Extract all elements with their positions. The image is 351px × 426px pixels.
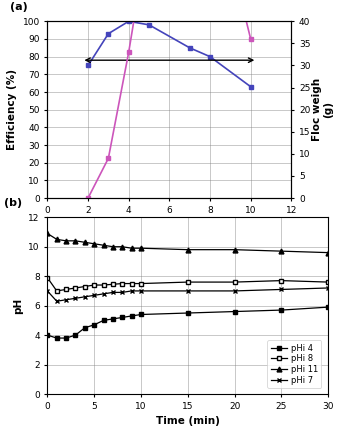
pHi 8 [92, 282, 96, 288]
Y-axis label: Efficiency (%): Efficiency (%) [7, 69, 17, 150]
Line: pHi 4: pHi 4 [45, 305, 330, 340]
pHi 4 [73, 333, 78, 338]
pHi 7 [186, 288, 190, 294]
pHi 8 [73, 285, 78, 291]
pHi 8 [120, 281, 124, 286]
pHi 4 [232, 309, 237, 314]
pHi 4 [101, 318, 106, 323]
pHi 7 [73, 296, 78, 301]
pHi 8 [45, 275, 49, 280]
Text: (b): (b) [4, 199, 22, 208]
pHi 7 [130, 288, 134, 294]
pHi 8 [326, 279, 330, 285]
pHi 11 [326, 250, 330, 255]
pHi 4 [279, 308, 284, 313]
pHi 4 [111, 317, 115, 322]
pHi 4 [186, 311, 190, 316]
Line: pHi 11: pHi 11 [45, 231, 331, 255]
Line: pHi 8: pHi 8 [45, 276, 330, 293]
pHi 8 [279, 278, 284, 283]
pHi 4 [64, 336, 68, 341]
pHi 4 [92, 322, 96, 327]
pHi 8 [130, 281, 134, 286]
pHi 8 [111, 282, 115, 287]
pHi 11 [111, 244, 115, 249]
pHi 11 [101, 243, 106, 248]
Line: pHi 7: pHi 7 [45, 285, 331, 304]
pHi 7 [326, 285, 330, 291]
pHi 11 [139, 246, 143, 251]
pHi 11 [83, 240, 87, 245]
pHi 8 [186, 279, 190, 285]
pHi 7 [139, 288, 143, 294]
pHi 7 [45, 288, 49, 294]
pHi 8 [101, 282, 106, 288]
pHi 7 [55, 299, 59, 304]
pHi 7 [92, 293, 96, 298]
Legend: pHi 4, pHi 8, pHi 11, pHi 7: pHi 4, pHi 8, pHi 11, pHi 7 [267, 340, 321, 388]
pHi 4 [55, 336, 59, 341]
pHi 11 [92, 241, 96, 246]
pHi 11 [130, 246, 134, 251]
pHi 11 [279, 249, 284, 254]
pHi 11 [186, 247, 190, 252]
pHi 11 [55, 237, 59, 242]
pHi 11 [120, 244, 124, 249]
pHi 8 [83, 284, 87, 289]
pHi 4 [120, 315, 124, 320]
pHi 7 [64, 297, 68, 302]
X-axis label: pHi: pHi [159, 220, 179, 230]
pHi 11 [45, 231, 49, 236]
pHi 4 [326, 305, 330, 310]
pHi 7 [279, 287, 284, 292]
pHi 11 [64, 238, 68, 243]
Y-axis label: pH: pH [13, 297, 23, 314]
Y-axis label: Floc weigh
(g): Floc weigh (g) [312, 78, 333, 141]
pHi 4 [130, 314, 134, 319]
pHi 4 [83, 325, 87, 330]
pHi 4 [139, 312, 143, 317]
X-axis label: Time (min): Time (min) [156, 416, 220, 426]
pHi 7 [111, 290, 115, 295]
pHi 7 [232, 288, 237, 294]
pHi 8 [232, 279, 237, 285]
pHi 7 [120, 290, 124, 295]
pHi 8 [64, 287, 68, 292]
pHi 8 [55, 288, 59, 294]
pHi 7 [83, 294, 87, 299]
pHi 4 [45, 333, 49, 338]
pHi 11 [73, 238, 78, 243]
Text: (a): (a) [9, 3, 27, 12]
pHi 7 [101, 291, 106, 296]
pHi 11 [232, 247, 237, 252]
pHi 8 [139, 281, 143, 286]
